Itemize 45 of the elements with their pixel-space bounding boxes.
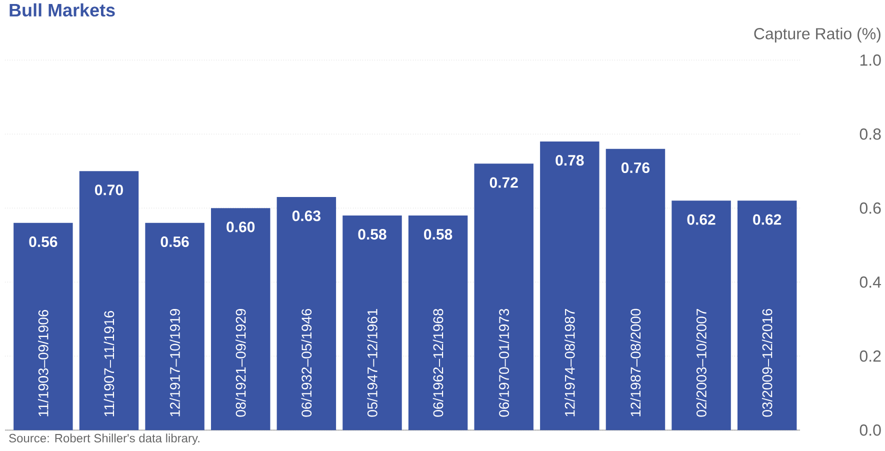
- y-tick-label: 0.2: [860, 350, 881, 362]
- data-label: 0.72: [490, 177, 518, 188]
- x-tick-label: 12/1987–08/2000: [630, 308, 641, 416]
- data-label: 0.56: [160, 236, 189, 247]
- x-tick-label: 11/1907–11/1916: [104, 310, 114, 416]
- data-label: 0.58: [424, 228, 452, 240]
- data-label: 0.58: [358, 228, 386, 240]
- y-tick-label: 0.8: [860, 128, 881, 140]
- data-label: 0.70: [94, 184, 123, 196]
- x-tick-label: 11/1903–09/1906: [38, 310, 48, 416]
- data-label: 0.60: [226, 222, 255, 232]
- y-tick-label: 1.0: [860, 54, 881, 66]
- y-tick-label: 0.6: [860, 202, 881, 214]
- x-tick-label: 06/1932–05/1946: [301, 308, 312, 417]
- bar: [408, 215, 468, 430]
- data-label: 0.62: [753, 214, 782, 225]
- x-tick-label: 02/2003–10/2007: [696, 308, 706, 417]
- y-tick-label: 0.0: [860, 424, 881, 436]
- bar: [210, 208, 270, 430]
- data-label: 0.62: [687, 214, 716, 225]
- source-note: Source: Robert Shiller's data library.: [9, 434, 200, 445]
- y-axis-title: Capture Ratio (%): [754, 28, 880, 43]
- bar: [14, 222, 73, 430]
- bar: [672, 200, 731, 430]
- x-tick-label: 12/1974–08/1987: [564, 308, 575, 416]
- bar: [540, 141, 600, 430]
- bar: [606, 148, 666, 430]
- bar: [474, 164, 534, 430]
- bar: [737, 200, 797, 430]
- y-tick-label: 0.4: [860, 276, 881, 288]
- bar: [145, 222, 204, 430]
- x-tick-label: 12/1917–10/1919: [170, 308, 180, 416]
- data-label: 0.63: [292, 210, 320, 222]
- x-tick-label: 06/1962–12/1968: [432, 308, 444, 417]
- bar: [342, 215, 402, 430]
- x-tick-label: 03/2009–12/2016: [762, 308, 772, 417]
- bar: [79, 171, 139, 430]
- data-label: 0.78: [556, 154, 584, 166]
- data-label: 0.56: [29, 236, 58, 247]
- x-tick-label: 08/1921–09/1929: [235, 308, 246, 417]
- x-tick-label: 05/1947–12/1961: [367, 308, 378, 417]
- chart-title: Bull Markets: [10, 3, 115, 17]
- x-tick-label: 06/1970–01/1973: [498, 308, 509, 417]
- data-label: 0.76: [621, 162, 650, 173]
- bar: [276, 196, 336, 430]
